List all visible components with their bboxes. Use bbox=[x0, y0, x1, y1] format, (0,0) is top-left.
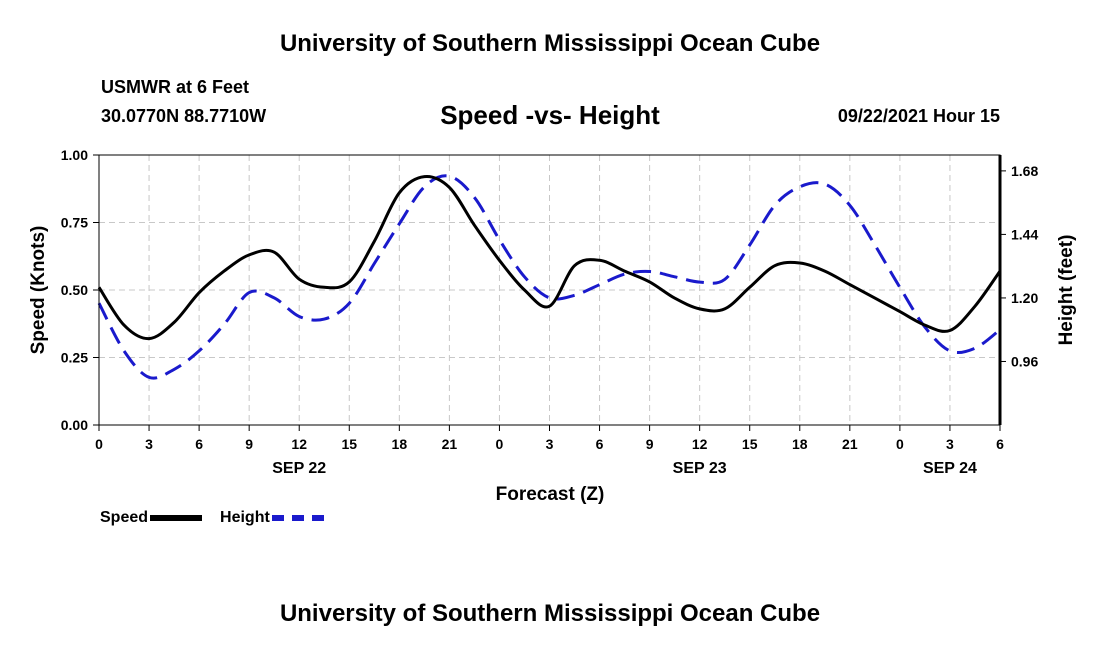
y-right-tick-label: 1.44 bbox=[1011, 226, 1038, 242]
date-label: SEP 24 bbox=[923, 460, 977, 477]
x-tick-label: 21 bbox=[842, 436, 858, 452]
legend: Speed Height bbox=[100, 509, 342, 527]
legend-swatch-speed bbox=[150, 515, 203, 521]
y-left-tick-label: 1.00 bbox=[61, 147, 88, 163]
y-left-tick-label: 0.50 bbox=[61, 282, 88, 298]
x-axis-label: Forecast (Z) bbox=[496, 484, 605, 505]
y-left-tick-label: 0.25 bbox=[61, 350, 88, 366]
x-tick-label: 12 bbox=[291, 436, 307, 452]
x-tick-label: 0 bbox=[95, 436, 103, 452]
x-tick-label: 3 bbox=[946, 436, 954, 452]
x-tick-label: 0 bbox=[896, 436, 904, 452]
coordinates-label: 30.0770N 88.7710W bbox=[101, 106, 267, 126]
x-tick-label: 15 bbox=[341, 436, 357, 452]
legend-label-height: Height bbox=[220, 509, 270, 526]
x-tick-label: 0 bbox=[496, 436, 504, 452]
x-tick-label: 12 bbox=[692, 436, 708, 452]
x-tick-label: 6 bbox=[596, 436, 604, 452]
series-line-speed bbox=[97, 174, 1002, 341]
legend-item-speed: Speed bbox=[100, 509, 203, 527]
grid bbox=[99, 155, 1000, 425]
legend-swatch-height bbox=[271, 515, 324, 521]
page-title: University of Southern Mississippi Ocean… bbox=[279, 30, 821, 57]
y-right-tick-label: 1.20 bbox=[1011, 290, 1038, 306]
chart-subtitle: Speed -vs- Height bbox=[440, 100, 660, 130]
series-line-height bbox=[97, 174, 1001, 380]
datetime-label: 09/22/2021 Hour 15 bbox=[837, 106, 1000, 126]
x-tick-label: 6 bbox=[195, 436, 203, 452]
series-layer bbox=[97, 174, 1002, 380]
x-tick-label: 18 bbox=[792, 436, 808, 452]
station-label: USMWR at 6 Feet bbox=[101, 77, 250, 97]
legend-label-speed: Speed bbox=[100, 509, 149, 526]
x-tick-label: 18 bbox=[392, 436, 408, 452]
ticks: 0 3 6 9 12 15 18 21 0 3 6 9 12 15 18 21 0 3 6 SEP 22 SEP 23 S… bbox=[61, 147, 1039, 477]
footer-title: University of Southern Mississippi Ocean… bbox=[279, 600, 821, 627]
date-label: SEP 22 bbox=[272, 460, 326, 477]
y-left-tick-label: 0.00 bbox=[61, 417, 88, 433]
x-tick-label: 9 bbox=[646, 436, 654, 452]
y-axis-right-label: Height (feet) bbox=[1056, 235, 1077, 346]
x-tick-label: 21 bbox=[442, 436, 458, 452]
date-label: SEP 23 bbox=[673, 460, 727, 477]
x-tick-label: 6 bbox=[996, 436, 1004, 452]
legend-item-height: Height bbox=[220, 509, 324, 527]
x-tick-label: 9 bbox=[245, 436, 253, 452]
y-left-tick-label: 0.75 bbox=[61, 215, 88, 231]
y-right-tick-label: 0.96 bbox=[1011, 353, 1038, 369]
x-tick-label: 3 bbox=[145, 436, 153, 452]
y-right-tick-label: 1.68 bbox=[1011, 163, 1038, 179]
x-tick-label: 3 bbox=[546, 436, 554, 452]
y-axis-left-label: Speed (Knots) bbox=[28, 226, 49, 355]
x-tick-label: 15 bbox=[742, 436, 758, 452]
